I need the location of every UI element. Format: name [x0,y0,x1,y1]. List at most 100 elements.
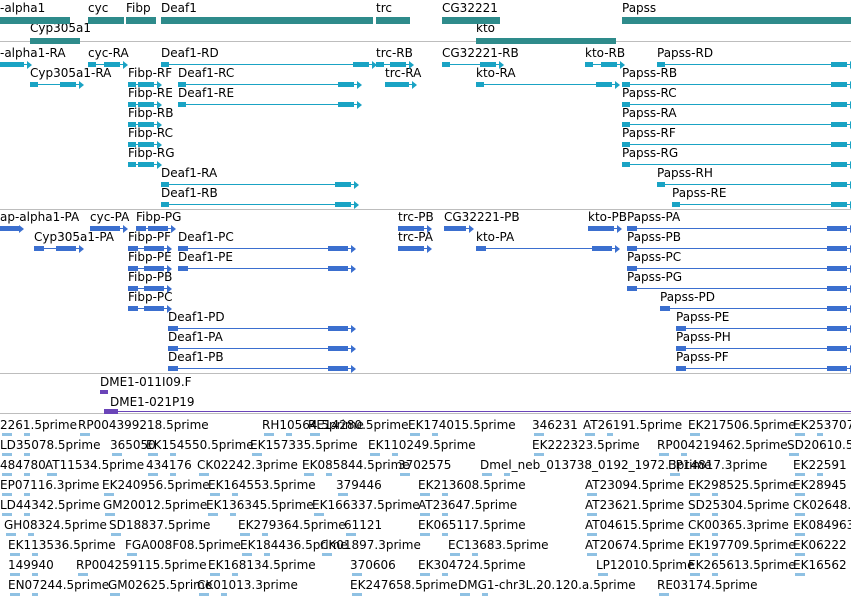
exon-block[interactable] [660,306,670,311]
feature-label[interactable]: RH10564.5prime [262,418,364,432]
exon-block[interactable] [338,82,354,87]
exon-block[interactable] [178,102,186,107]
exon-block[interactable] [24,493,30,496]
feature-label[interactable]: Deaf1-RD [161,46,219,60]
exon-block[interactable] [0,62,8,67]
exon-block[interactable] [199,473,209,476]
exon-block[interactable] [376,17,410,24]
exon-block[interactable] [392,453,398,456]
exon-block[interactable] [690,573,700,576]
exon-block[interactable] [178,246,188,251]
feature-label[interactable]: RP004219462.5prime [657,438,788,452]
feature-label[interactable]: EK136345.5prime [206,498,314,512]
exon-block[interactable] [442,513,448,516]
exon-block[interactable] [420,533,430,536]
exon-block[interactable] [831,122,847,127]
exon-block[interactable] [110,593,120,596]
exon-block[interactable] [795,473,805,476]
exon-block[interactable] [627,246,637,251]
exon-block[interactable] [6,533,16,536]
exon-block[interactable] [672,202,680,207]
exon-block[interactable] [585,62,593,67]
feature-label[interactable]: EK065117.5prime [418,518,526,532]
exon-block[interactable] [827,246,847,251]
exon-block[interactable] [601,62,617,67]
feature-label[interactable]: Fibp-PE [128,250,172,264]
feature-label[interactable]: Fibp-RG [128,146,175,160]
feature-label[interactable]: EK217506.5prime [688,418,796,432]
exon-block[interactable] [10,553,20,556]
feature-label[interactable]: EP07116.3prime [0,478,100,492]
feature-label[interactable]: Deaf1-RA [161,166,218,180]
feature-label[interactable]: AT23647.5prime [418,498,518,512]
exon-block[interactable] [2,473,12,476]
exon-block[interactable] [472,553,478,556]
exon-block[interactable] [627,226,637,231]
exon-block[interactable] [88,17,124,24]
exon-block[interactable] [328,266,348,271]
exon-block[interactable] [199,593,209,596]
feature-label[interactable]: Deaf1-PD [168,310,225,324]
exon-block[interactable] [128,306,138,311]
exon-block[interactable] [534,433,544,436]
exon-block[interactable] [442,17,500,24]
exon-block[interactable] [393,82,409,87]
feature-label[interactable]: CK02242.3prime [197,458,298,472]
exon-block[interactable] [28,533,34,536]
exon-block[interactable] [827,226,847,231]
exon-block[interactable] [504,473,510,476]
exon-block[interactable] [831,142,847,147]
feature-label[interactable]: 3702575 [398,458,452,472]
exon-block[interactable] [622,162,630,167]
exon-block[interactable] [398,226,408,231]
exon-block[interactable] [817,433,823,436]
exon-block[interactable] [831,102,847,107]
feature-label[interactable]: Papss-RG [622,146,679,160]
feature-label[interactable]: kto-PB [588,210,628,224]
exon-block[interactable] [622,102,630,107]
exon-block[interactable] [0,17,70,24]
exon-block[interactable] [161,202,169,207]
feature-label[interactable]: EK164553.5prime [208,478,316,492]
exon-block[interactable] [827,346,847,351]
exon-block[interactable] [148,226,168,231]
feature-label[interactable]: EK298525.5prime [688,478,796,492]
exon-block[interactable] [104,493,114,496]
exon-block[interactable] [681,453,687,456]
exon-block[interactable] [587,513,597,516]
feature-label[interactable]: ap-alpha1-PA [0,210,80,224]
exon-block[interactable] [314,513,324,516]
exon-block[interactable] [178,266,188,271]
exon-block[interactable] [390,62,406,67]
feature-label[interactable]: Fibp-RC [128,126,174,140]
exon-block[interactable] [304,473,314,476]
feature-label[interactable]: SD25304.5prime [688,498,790,512]
feature-label[interactable]: Fibp-RB [128,106,174,120]
feature-label[interactable]: Papss-RH [657,166,713,180]
exon-block[interactable] [32,593,38,596]
feature-label[interactable]: Papss-RE [672,186,727,200]
exon-block[interactable] [326,473,332,476]
exon-block[interactable] [128,122,136,127]
exon-block[interactable] [2,513,12,516]
feature-label[interactable]: AT23621.5prime [585,498,685,512]
exon-block[interactable] [676,366,686,371]
exon-block[interactable] [100,390,108,394]
exon-block[interactable] [827,306,847,311]
exon-block[interactable] [32,553,38,556]
exon-block[interactable] [676,326,686,331]
exon-block[interactable] [2,433,12,436]
exon-block[interactable] [657,182,665,187]
feature-label[interactable]: GM02625.5prime [108,578,213,592]
feature-label[interactable]: trc-RB [376,46,413,60]
feature-label[interactable]: Fibp-PC [128,290,173,304]
exon-block[interactable] [712,533,718,536]
feature-label[interactable]: Deaf1-RC [178,66,235,80]
feature-label[interactable]: EK197709.5prime [688,538,796,552]
feature-label[interactable]: Cyp305a1 [30,21,91,35]
exon-block[interactable] [232,573,238,576]
exon-block[interactable] [795,513,805,516]
exon-block[interactable] [210,573,220,576]
exon-block[interactable] [795,553,805,556]
exon-block[interactable] [789,453,799,456]
